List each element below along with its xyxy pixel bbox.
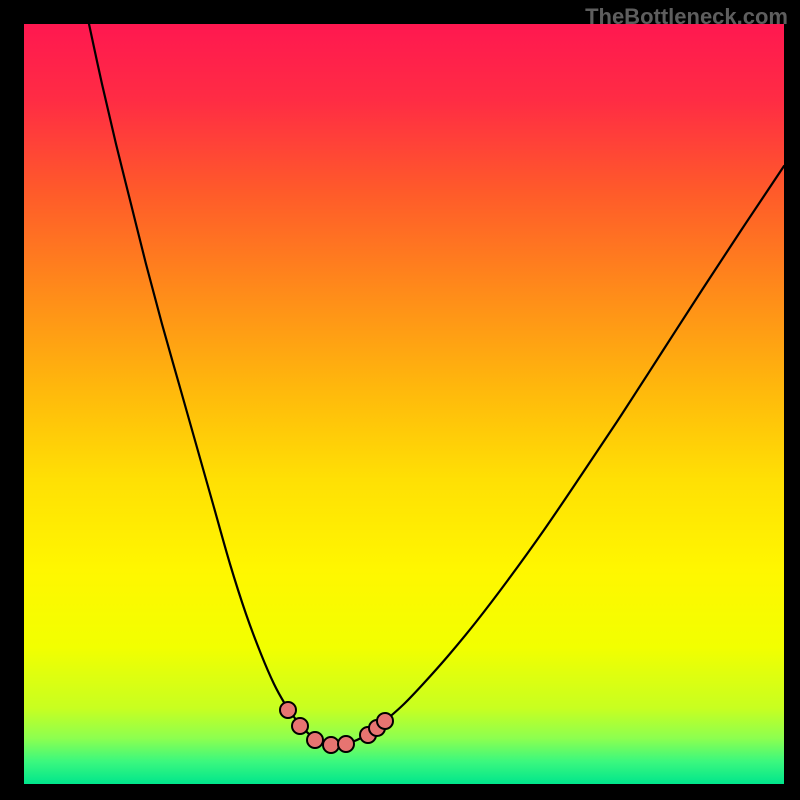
canvas: TheBottleneck.com (0, 0, 800, 800)
chart-svg (24, 24, 784, 784)
marker-point (280, 702, 296, 718)
watermark-text: TheBottleneck.com (585, 4, 788, 30)
curve-left-curve (89, 24, 337, 744)
plot-area (24, 24, 784, 784)
marker-point (292, 718, 308, 734)
curve-right-curve (337, 166, 784, 744)
marker-point (377, 713, 393, 729)
marker-point (307, 732, 323, 748)
marker-point (338, 736, 354, 752)
marker-point (323, 737, 339, 753)
